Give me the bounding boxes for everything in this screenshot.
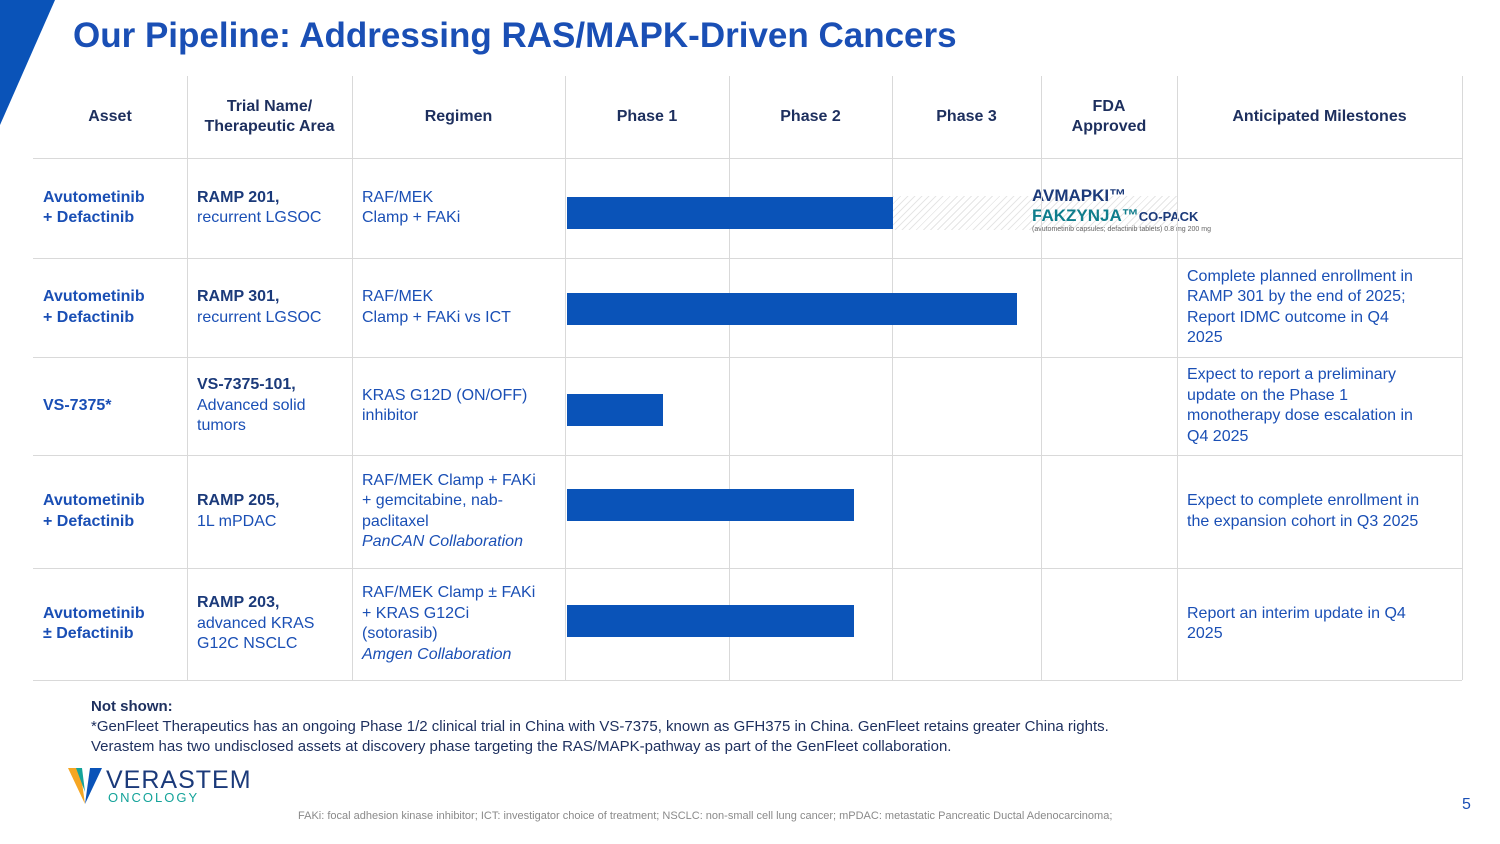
phase-bar — [567, 394, 663, 426]
corner-shape — [0, 0, 55, 125]
collaboration: PanCAN Collaboration — [362, 533, 523, 550]
logo-name: VERASTEM — [106, 766, 252, 794]
logo-suffix: CO-PACK — [1138, 209, 1199, 224]
column-line — [352, 76, 353, 680]
logo-name: AVMAPKI™ — [1032, 186, 1127, 205]
header-cell: Anticipated Milestones — [1232, 107, 1407, 125]
regimen: KRAS G12D (ON/OFF) inhibitor — [362, 386, 528, 425]
header-cell: Phase 2 — [780, 107, 841, 125]
trial-name: RAMP 201, — [197, 188, 280, 206]
trial-cell: RAMP 203, advanced KRAS G12C NSCLC — [187, 568, 352, 680]
trial-cell: RAMP 201, recurrent LGSOC — [187, 158, 352, 258]
approval-hatch — [893, 196, 1177, 230]
asset-cell: Avutometinib + Defactinib — [43, 188, 145, 227]
regimen-cell: RAF/MEK Clamp + FAKi + gemcitabine, nab-… — [352, 455, 565, 568]
phase-bar — [567, 605, 854, 637]
milestone-cell: Complete planned enrollment in RAMP 301 … — [1187, 267, 1413, 347]
trial-area: recurrent LGSOC — [197, 308, 322, 326]
trial-cell: RAMP 301, recurrent LGSOC — [187, 258, 352, 357]
approved-logo: AVMAPKI™ FAKZYNJA™CO-PACK (avutometinib … — [1018, 186, 1211, 233]
trial-area: 1L mPDAC — [197, 512, 277, 530]
phase-bar — [567, 197, 893, 229]
column-line — [1462, 76, 1463, 680]
regimen-cell: RAF/MEK Clamp + FAKi — [352, 158, 565, 258]
column-line — [1041, 76, 1042, 680]
logo-name: FAKZYNJA™ — [1032, 206, 1139, 225]
trial-name: RAMP 203, — [197, 594, 280, 612]
row-line — [33, 357, 1462, 358]
collaboration: Amgen Collaboration — [362, 645, 512, 663]
phase-bar — [567, 489, 854, 521]
header-cell: Trial Name/ Therapeutic Area — [204, 97, 335, 136]
milestone-cell: Expect to report a preliminary update on… — [1187, 366, 1413, 445]
phase-bar — [567, 293, 1017, 325]
header-cell: FDA Approved — [1071, 97, 1147, 136]
column-line — [892, 76, 893, 680]
trial-name: RAMP 205, — [197, 492, 280, 509]
regimen-cell: RAF/MEK Clamp + FAKi vs ICT — [352, 258, 565, 357]
footnote: Not shown: *GenFleet Therapeutics has an… — [91, 697, 1109, 757]
row-line — [33, 568, 1462, 569]
regimen: RAF/MEK Clamp + FAKi — [362, 188, 461, 227]
title: Our Pipeline: Addressing RAS/MAPK-Driven… — [73, 16, 957, 55]
row-line — [33, 158, 1462, 159]
column-line — [187, 76, 188, 680]
asset-cell: Avutometinib + Defactinib — [43, 492, 145, 530]
footnote-line: Verastem has two undisclosed assets at d… — [91, 738, 952, 755]
milestone-cell: Expect to complete enrollment in the exp… — [1187, 492, 1420, 530]
trial-cell: RAMP 205, 1L mPDAC — [187, 455, 352, 568]
trial-area: Advanced solid tumors — [197, 396, 306, 435]
regimen-cell: RAF/MEK Clamp ± FAKi + KRAS G12Ci (sotor… — [352, 568, 565, 680]
regimen-cell: KRAS G12D (ON/OFF) inhibitor — [352, 357, 565, 455]
trial-area: recurrent LGSOC — [197, 209, 322, 226]
logo-sub: ONCOLOGY — [108, 790, 200, 805]
asset-cell: Avutometinib + Defactinib — [43, 288, 145, 326]
trial-area: advanced KRAS G12C NSCLC — [197, 614, 315, 653]
trial-name: RAMP 301, — [197, 288, 280, 305]
header-cell: Regimen — [424, 107, 493, 125]
row-line — [33, 680, 1462, 681]
logo-detail: (avutometinib capsules; defactinib table… — [1032, 226, 1211, 233]
asset-cell: Avutometinib ± Defactinib — [43, 604, 145, 643]
row-line — [33, 258, 1462, 259]
trial-cell: VS-7375-101, Advanced solid tumors — [187, 357, 352, 455]
column-line — [729, 76, 730, 680]
footnote-line: *GenFleet Therapeutics has an ongoing Ph… — [91, 718, 1109, 735]
column-line — [1177, 76, 1178, 680]
regimen: RAF/MEK Clamp ± FAKi + KRAS G12Ci (sotor… — [362, 584, 536, 642]
trial-name: VS-7375-101, — [197, 376, 296, 394]
header-cell: Phase 3 — [936, 107, 997, 125]
row-line — [33, 455, 1462, 456]
column-line — [565, 76, 566, 680]
regimen: RAF/MEK Clamp + FAKi + gemcitabine, nab-… — [362, 471, 536, 530]
header-cell: Phase 1 — [616, 107, 678, 125]
page-number: 5 — [1462, 796, 1471, 813]
abbreviations: FAKi: focal adhesion kinase inhibitor; I… — [298, 810, 1113, 822]
footnote-heading: Not shown: — [91, 698, 173, 715]
logo-line: FAKZYNJA™CO-PACK — [1032, 206, 1198, 226]
logo-mark — [68, 768, 102, 804]
asset-cell: VS-7375* — [43, 396, 112, 414]
header-cell: Asset — [88, 107, 132, 125]
regimen: RAF/MEK Clamp + FAKi vs ICT — [362, 288, 511, 326]
milestone-cell: Report an interim update in Q4 2025 — [1187, 604, 1406, 643]
